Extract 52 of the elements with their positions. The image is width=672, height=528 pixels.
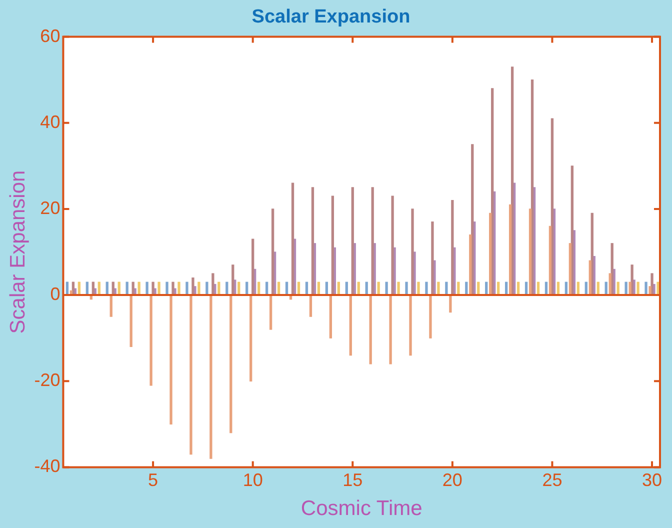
bar (369, 294, 372, 364)
bar (449, 294, 452, 313)
bar (291, 182, 294, 296)
bar (451, 200, 454, 296)
bar (250, 294, 252, 382)
y-tick-label: 40 (40, 112, 60, 132)
bar (329, 294, 332, 338)
bar (150, 294, 152, 386)
bar (230, 294, 232, 434)
bar (489, 212, 492, 296)
bar (269, 294, 272, 330)
bar (508, 204, 512, 296)
y-tick-label: 0 (50, 284, 60, 304)
bar (568, 243, 572, 296)
bar (389, 294, 392, 364)
bar (311, 187, 314, 296)
bar (170, 294, 172, 424)
bar (469, 234, 472, 296)
bar (630, 264, 634, 296)
x-tick-label: 15 (342, 470, 363, 490)
bar (588, 260, 592, 296)
bar (130, 294, 132, 348)
y-tick-label: 60 (40, 26, 60, 46)
x-tick-label: 20 (442, 470, 462, 490)
bar (232, 264, 234, 296)
x-tick-label: 5 (148, 470, 158, 490)
bar (391, 196, 394, 296)
bar (431, 222, 434, 296)
x-tick-label: 25 (542, 470, 562, 490)
bar (192, 277, 194, 296)
chart-title: Scalar Expansion (252, 6, 410, 28)
bar (190, 294, 192, 455)
x-tick-label: 10 (242, 470, 263, 490)
bar (371, 187, 374, 296)
y-tick-label: -40 (34, 456, 60, 476)
bar (331, 196, 334, 296)
y-tick-label: -20 (34, 370, 60, 390)
bar (210, 294, 212, 459)
bar (351, 187, 354, 296)
x-tick-label: 30 (642, 470, 662, 490)
x-axis-title: Cosmic Time (300, 497, 422, 520)
y-axis-title: Scalar Expansion (6, 170, 30, 334)
bar (429, 294, 432, 338)
bar (528, 208, 532, 296)
bar (411, 208, 414, 296)
bar (271, 208, 274, 296)
bar (548, 226, 552, 296)
bar (252, 238, 254, 296)
bar (650, 273, 654, 296)
y-tick-label: 20 (40, 198, 60, 218)
bar (349, 294, 352, 356)
bar (409, 294, 412, 356)
